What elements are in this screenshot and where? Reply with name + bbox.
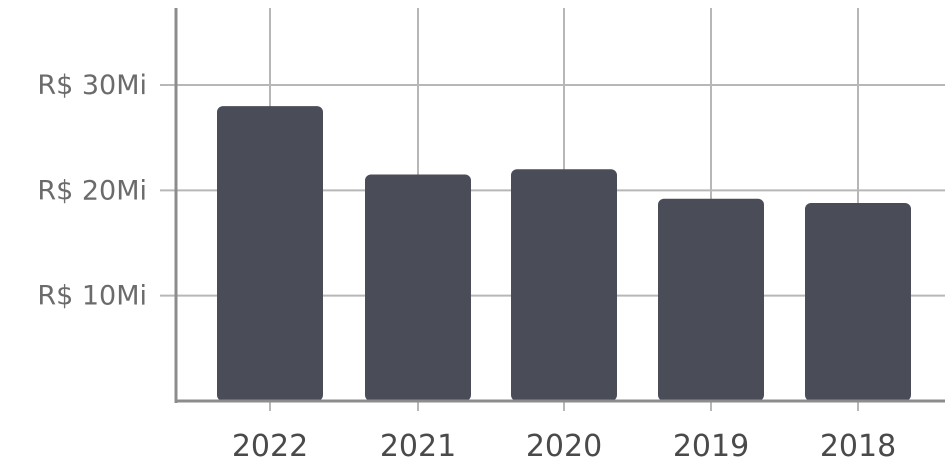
x-tick-label-2022: 2022 [232, 429, 308, 464]
bar-2021 [365, 174, 471, 401]
bar-2019 [658, 198, 764, 401]
x-tick-label-2021: 2021 [380, 429, 456, 464]
bar-2022 [217, 106, 323, 402]
x-tick-label-2020: 2020 [526, 429, 602, 464]
bar-2020 [511, 169, 617, 401]
y-tick-label-0: R$ 10Mi [37, 281, 147, 312]
x-tick-label-2019: 2019 [673, 429, 749, 464]
y-tick-label-2: R$ 30Mi [37, 70, 147, 101]
bar-2018 [805, 202, 911, 401]
x-tick-label-2018: 2018 [820, 429, 896, 464]
y-tick-label-1: R$ 20Mi [37, 175, 147, 206]
